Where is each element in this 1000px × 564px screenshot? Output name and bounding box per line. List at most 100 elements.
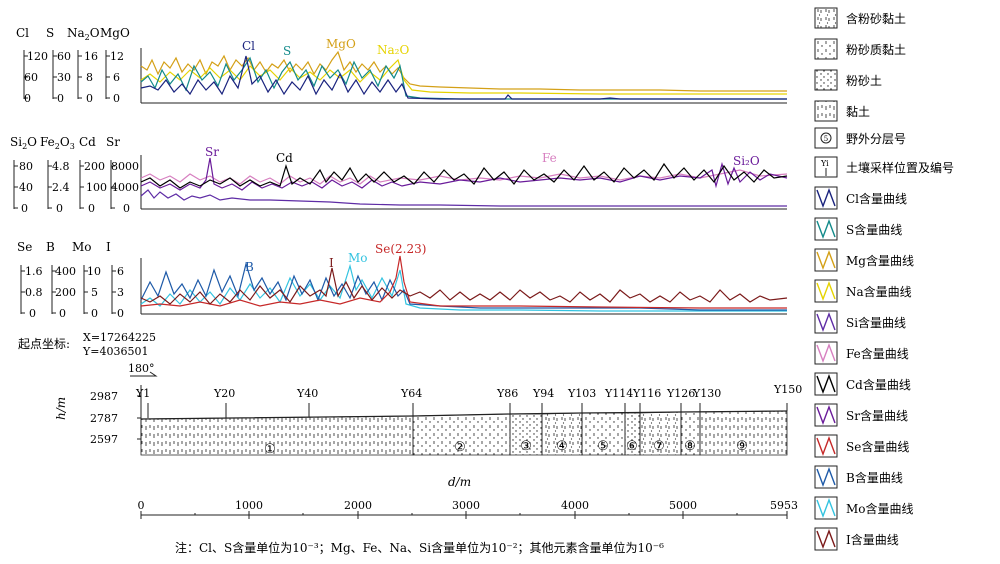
axis-title-i: I [106,240,111,254]
curve-label-mgo: MgO [326,37,356,51]
legend-curve-sample [816,467,836,487]
tick-cd-0: 0 [88,202,95,215]
stratum-1 [140,415,414,456]
axis-title-fe2o3: Fe2O3 [40,135,75,151]
tick-fe2o3-2.4: 2.4 [52,181,70,194]
top-panel: Cl S Na2O MgO 120 60 0 60 30 0 16 8 0 [16,26,787,105]
distance-tick-4000: 4000 [561,499,589,512]
curve-si [140,189,787,207]
bottom-panel: Se B Mo I 1.6 0.8 0 400 200 0 10 5 0 [17,240,788,320]
legend-label: Na含量曲线 [846,284,912,299]
start-point-y: Y=4036501 [82,345,148,358]
legend-item-curve-10: Mo含量曲线 [814,496,914,520]
curve-b [140,261,787,311]
tick-mo-5: 5 [91,286,98,299]
sample-label-y1: Y1 [135,387,150,400]
tick-cl-120: 120 [27,50,48,63]
curve-legend: Cl含量曲线 S含量曲线 Mg含量曲线 Na含量曲线 Si含量曲线 Fe含量曲线 Cd含量曲… [814,186,914,551]
legend-label: 粉砂土 [846,74,882,88]
layer-number-1: ① [264,442,276,457]
sample-label-y103: Y103 [567,387,596,400]
legend-curve-sample [816,498,836,518]
legend-label: S含量曲线 [846,222,902,237]
axis-mo: 10 5 0 [83,265,101,320]
tick-mgo-6: 6 [113,71,120,84]
azimuth-arrow [130,371,158,377]
distance-tick-5000: 5000 [669,499,697,512]
legend-item-clay: 黏土 [814,100,870,122]
tick-s-30: 30 [57,71,71,84]
legend-item-silty-clay-with-silt: 含粉砂黏土 [814,7,906,29]
axis-cd: 200 100 0 [79,160,107,215]
distance-axis-label: d/m [448,475,471,489]
sample-label-y20: Y20 [213,387,235,400]
axis-title-mgo: MgO [100,26,130,40]
legend-item-curve-4: Si含量曲线 [814,310,906,334]
axis-title-sio2: Si2O [10,135,37,151]
legend-item-curve-9: B含量曲线 [814,465,903,489]
tick-fe2o3-4.8: 4.8 [52,160,70,173]
tick-b-400: 400 [55,265,76,278]
legend-label: 野外分层号 [846,132,906,146]
axis-title-cd: Cd [79,135,96,149]
legend-item-curve-7: Sr含量曲线 [814,403,908,427]
legend-item-curve-2: Mg含量曲线 [814,248,914,272]
curve-mo [140,263,787,312]
tick-sr-0: 0 [123,202,130,215]
start-point: 起点坐标: X=17264225 Y=4036501 [18,331,156,358]
legend-label: 土壤采样位置及编号 [846,160,954,175]
axis-se: 1.6 0.8 0 [20,265,43,320]
legend-item-sample-position: Yi 土壤采样位置及编号 [814,156,954,178]
legend-curve-sample [816,436,836,456]
svg-text:Yi: Yi [820,159,829,168]
tick-na2o-0: 0 [86,92,93,105]
axis-fe2o3: 4.8 2.4 0 [47,160,70,215]
layer-number-8: ⑧ [684,439,696,454]
sample-label-y126: Y126 [666,387,695,400]
sample-label-y116: Y116 [632,387,661,400]
units-note: 注：Cl、S含量单位为10⁻³；Mg、Fe、Na、Si含量单位为10⁻²；其他元… [175,540,664,555]
distance-tick-5953: 5953 [770,499,798,512]
sample-label-y130: Y130 [692,387,721,400]
legend-label: Si含量曲线 [846,315,906,330]
tick-sr-4000: 4000 [111,181,139,194]
sample-label-y86: Y86 [496,387,518,400]
axis-title-se: Se [17,240,32,254]
legend-label: 黏土 [846,105,870,119]
tick-mo-10: 10 [87,265,101,278]
profile-tick-2787: 2787 [90,412,118,425]
axis-na2o: 16 8 0 [77,50,98,105]
legend-item-layer-number: 5 野外分层号 [814,127,906,149]
profile-tick-2987: 2987 [90,390,118,403]
curve-label-cd: Cd [276,151,293,165]
axis-title-na2o: Na2O [67,26,100,42]
curve-se [140,255,787,309]
sample-label-y64: Y64 [400,387,422,400]
tick-mgo-12: 12 [110,50,124,63]
legend-label: Se含量曲线 [846,439,909,454]
tick-na2o-16: 16 [84,50,98,63]
azimuth-label: 180° [128,362,155,375]
curve-label-si2o: Si₂O [733,154,760,168]
tick-sio2-40: 40 [19,181,33,194]
sample-label-y94: Y94 [532,387,554,400]
tick-s-0: 0 [57,92,64,105]
curve-sr [140,157,788,191]
ground-surface [140,410,788,420]
start-point-label: 起点坐标: [18,337,70,351]
sample-label-y150: Y150 [773,383,802,396]
svg-text:5: 5 [824,135,828,143]
legend-item-curve-3: Na含量曲线 [814,279,912,303]
distance-axis: d/m 0 1000 2000 3000 4000 5000 5953 [138,475,798,519]
tick-se-1.6: 1.6 [25,265,43,278]
legend-curve-sample [816,219,836,239]
legend-label: Cl含量曲线 [846,191,907,206]
tick-sio2-80: 80 [19,160,33,173]
layer-number-4: ④ [556,439,568,454]
legend-label: 粉砂质黏土 [846,43,906,57]
axis-b: 400 200 0 [51,265,76,320]
curve-label-i: I [329,256,334,270]
distance-tick-2000: 2000 [344,499,372,512]
start-point-x: X=17264225 [83,331,156,344]
legend-curve-sample [816,312,836,332]
